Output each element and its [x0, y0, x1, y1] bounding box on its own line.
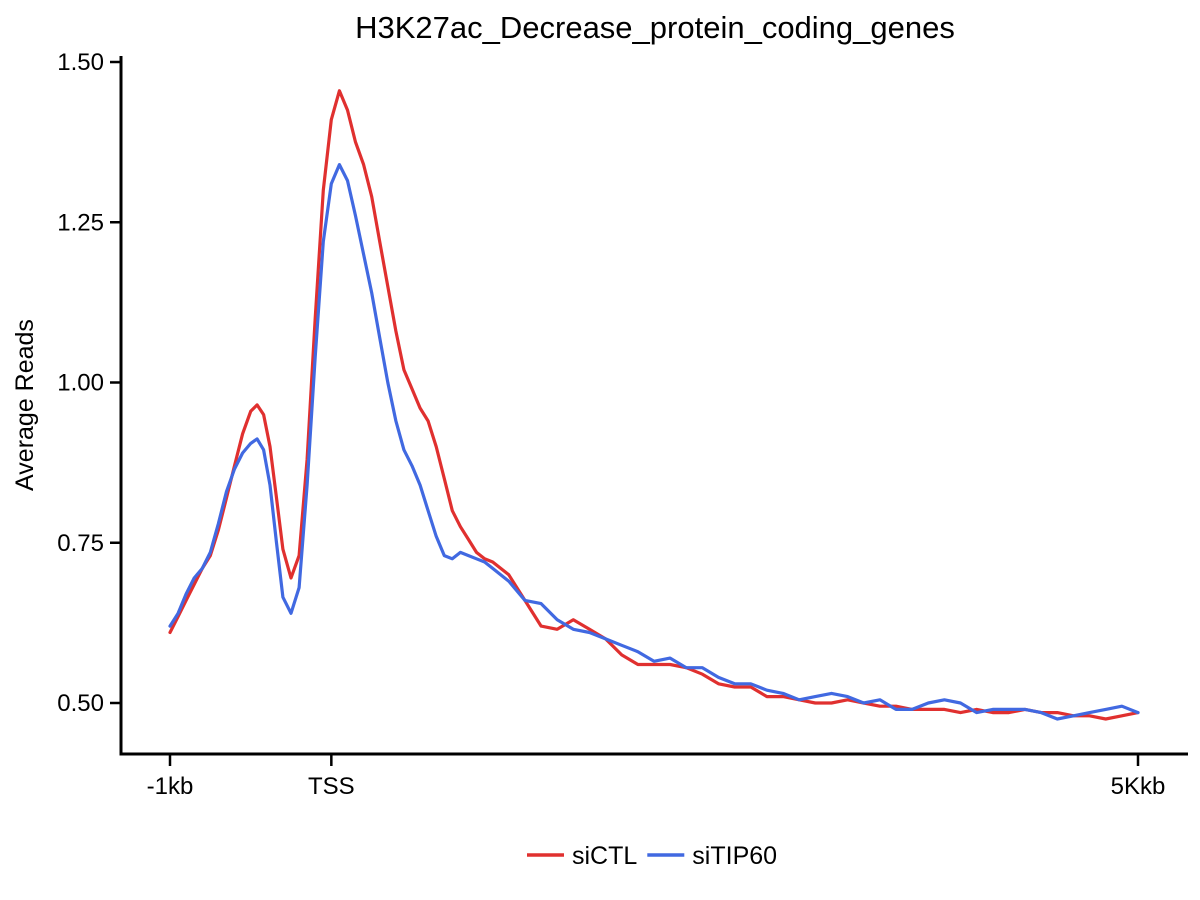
- series-line-sictl: [168, 89, 1140, 721]
- y-tick-label: 0.50: [57, 690, 104, 717]
- legend-label-sitip60: siTIP60: [692, 842, 777, 870]
- legend-label-sictl: siCTL: [572, 842, 637, 870]
- legend: siCTL siTIP60: [527, 842, 777, 870]
- y-axis-title: Average Reads: [11, 319, 39, 491]
- y-tick-label: 1.25: [57, 209, 104, 236]
- x-ticks: -1kb TSS 5Kkb: [147, 754, 1166, 800]
- y-ticks: 0.50 0.75 1.00 1.25 1.50: [57, 49, 121, 717]
- x-tick-label: -1kb: [147, 773, 194, 800]
- y-tick-label: 1.00: [57, 370, 104, 397]
- x-tick-label: TSS: [308, 773, 355, 800]
- series-layer: [168, 89, 1140, 721]
- series-line-sitip60: [168, 163, 1140, 721]
- y-tick-label: 1.50: [57, 49, 104, 76]
- chart-title: H3K27ac_Decrease_protein_coding_genes: [355, 10, 955, 45]
- x-tick-label: 5Kkb: [1111, 773, 1166, 800]
- y-tick-label: 0.75: [57, 530, 104, 557]
